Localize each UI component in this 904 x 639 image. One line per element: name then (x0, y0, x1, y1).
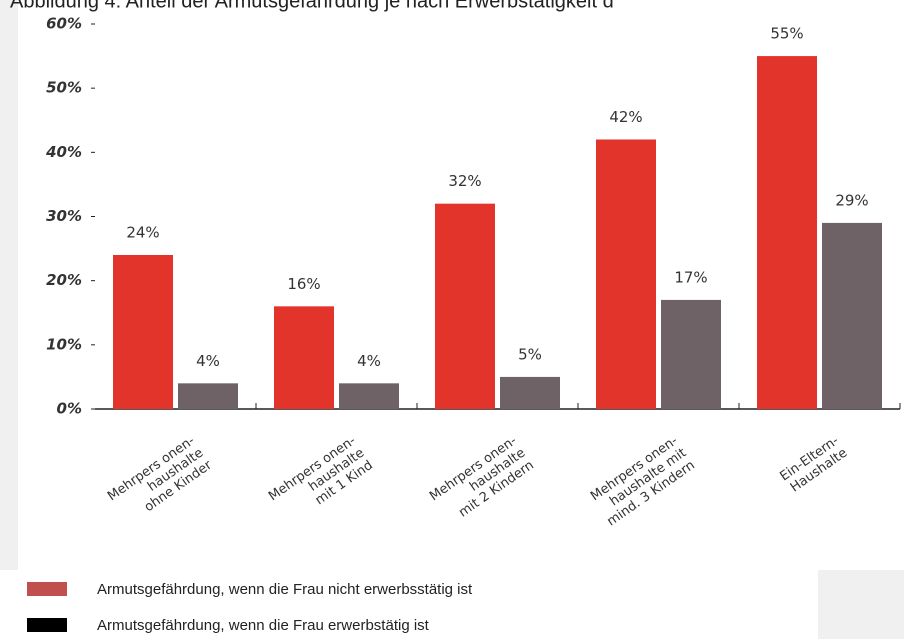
legend-label: Armutsgefährdung, wenn die Frau erwerbst… (97, 617, 430, 634)
bar (596, 139, 656, 409)
bar (339, 383, 399, 409)
y-tick-label: 20% (46, 271, 82, 289)
bar (500, 376, 560, 409)
bar (661, 299, 721, 409)
value-label: 5% (518, 345, 542, 363)
legend-label: Armutsgefährdung, wenn die Frau nicht er… (97, 581, 473, 598)
value-label: 55% (770, 25, 803, 43)
bar (178, 383, 238, 409)
bar (822, 222, 882, 409)
value-label: 42% (609, 108, 642, 126)
value-label: 16% (287, 275, 320, 293)
bar (113, 255, 173, 409)
y-tick-label: 60% (46, 15, 82, 33)
y-tick-label: 0% (57, 400, 82, 418)
y-tick-label: 30% (46, 207, 82, 225)
value-label: 4% (196, 352, 220, 370)
legend-swatch (27, 618, 67, 632)
chart-title: Abbildung 4: Anteil der Armutsgefährdung… (10, 0, 614, 12)
value-label: 32% (448, 172, 481, 190)
y-tick-label: 50% (46, 79, 82, 97)
bar (757, 56, 817, 409)
y-tick-label: 10% (46, 335, 82, 353)
legend-swatch (27, 582, 67, 596)
value-label: 29% (835, 191, 868, 209)
value-label: 17% (674, 268, 707, 286)
bar (435, 203, 495, 409)
y-tick-label: 40% (45, 143, 82, 161)
bar (274, 306, 334, 409)
legend-background (0, 570, 818, 639)
value-label: 4% (357, 352, 381, 370)
value-label: 24% (126, 224, 159, 242)
